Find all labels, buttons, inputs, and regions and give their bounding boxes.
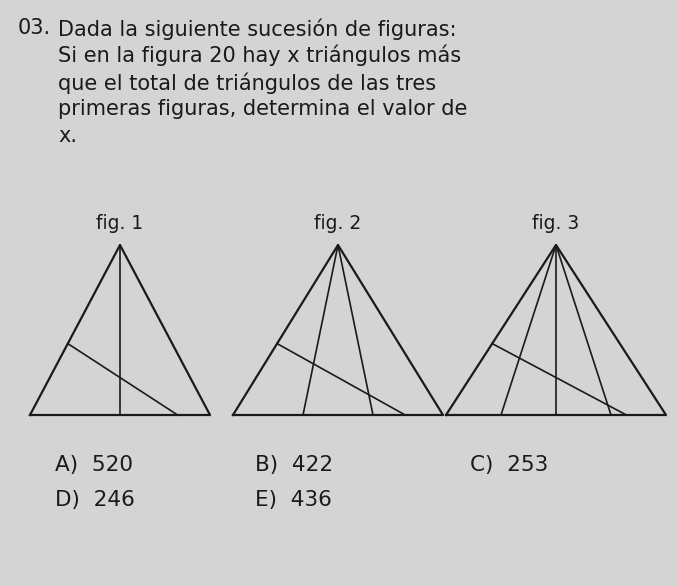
- Text: D)  246: D) 246: [55, 490, 135, 510]
- Text: Si en la figura 20 hay x triángulos más: Si en la figura 20 hay x triángulos más: [58, 45, 461, 66]
- Text: 03.: 03.: [18, 18, 51, 38]
- Text: fig. 2: fig. 2: [314, 214, 362, 233]
- Text: x.: x.: [58, 126, 77, 146]
- Text: fig. 3: fig. 3: [532, 214, 580, 233]
- Text: fig. 1: fig. 1: [96, 214, 144, 233]
- Text: C)  253: C) 253: [470, 455, 548, 475]
- Text: Dada la siguiente sucesión de figuras:: Dada la siguiente sucesión de figuras:: [58, 18, 456, 39]
- Text: B)  422: B) 422: [255, 455, 333, 475]
- Text: que el total de triángulos de las tres: que el total de triángulos de las tres: [58, 72, 436, 94]
- Text: primeras figuras, determina el valor de: primeras figuras, determina el valor de: [58, 99, 467, 119]
- Text: A)  520: A) 520: [55, 455, 133, 475]
- Text: E)  436: E) 436: [255, 490, 332, 510]
